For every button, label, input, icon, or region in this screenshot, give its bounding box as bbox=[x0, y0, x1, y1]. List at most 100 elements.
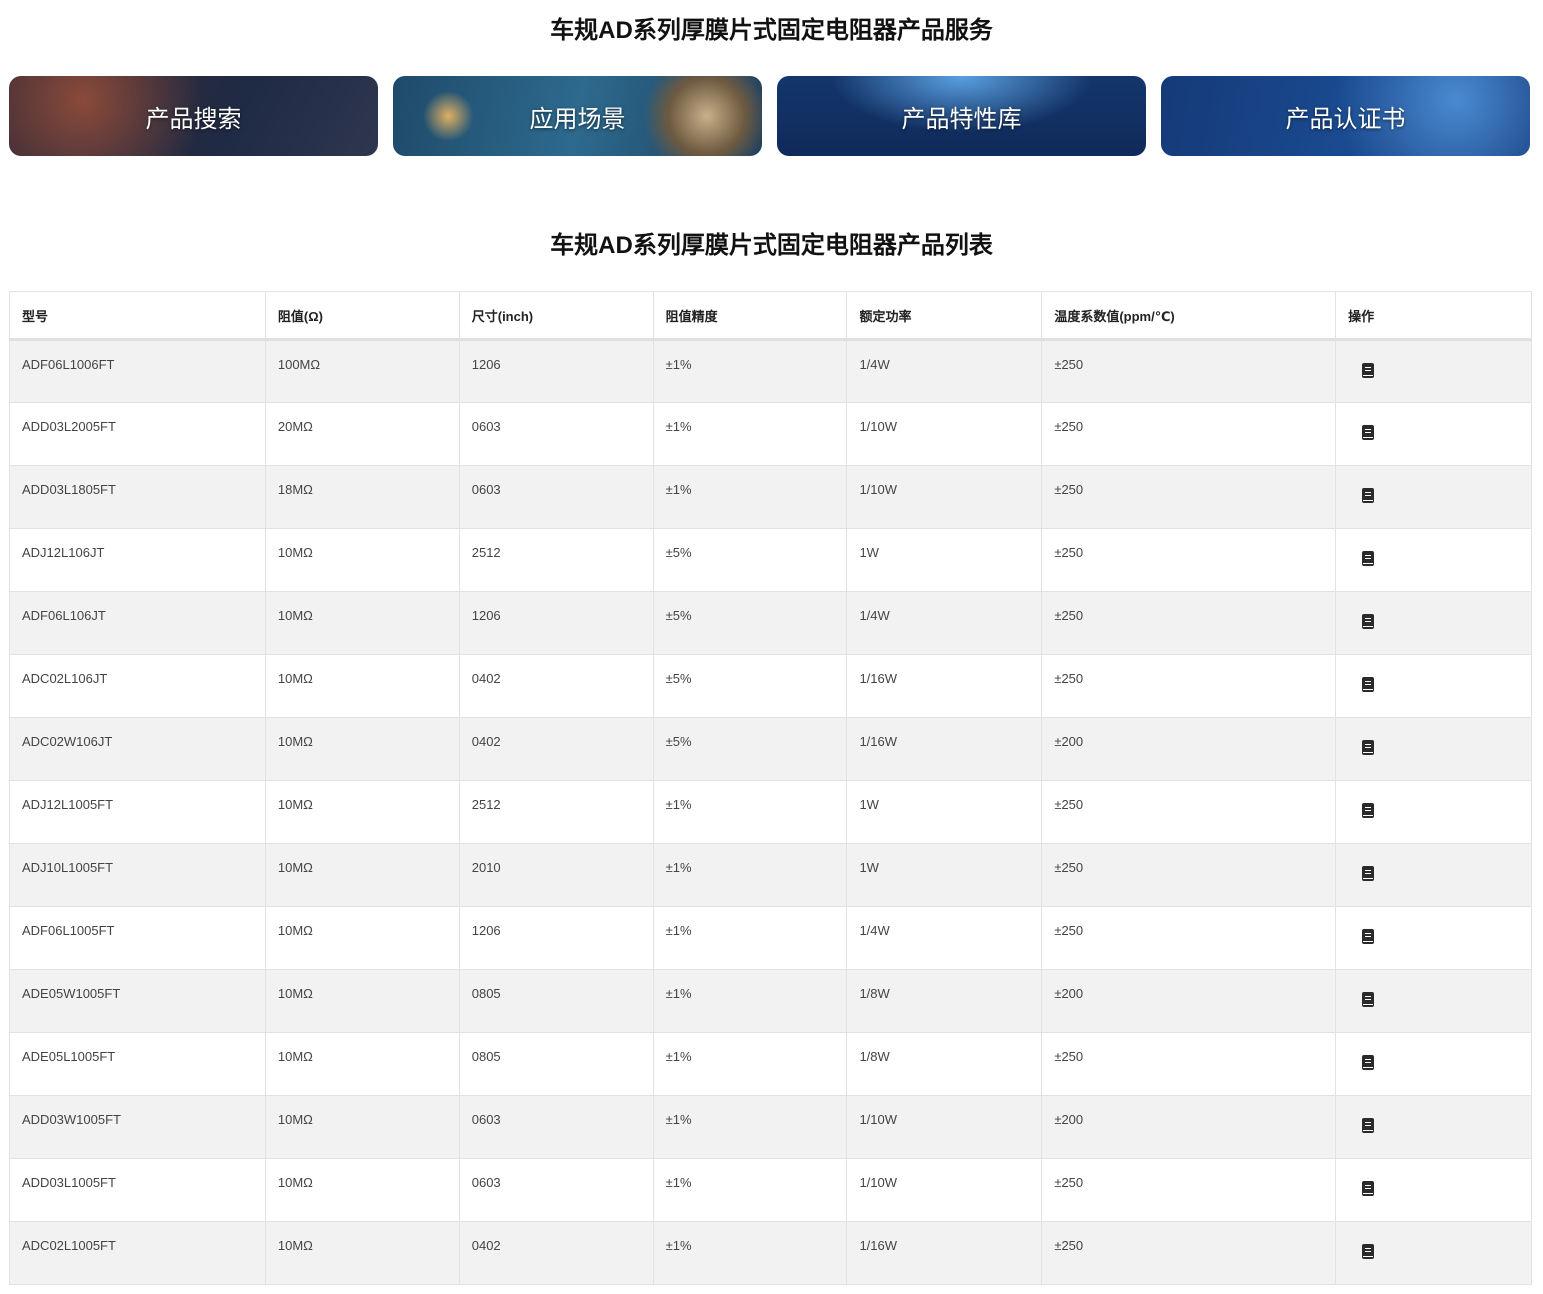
table-cell: 10MΩ bbox=[264, 1158, 460, 1222]
table-header: 型号 阻值(Ω) 尺寸(inch) 阻值精度 额定功率 温度系数值(ppm/℃) 操作 bbox=[9, 291, 1532, 341]
action-cell bbox=[1335, 1158, 1532, 1222]
action-cell bbox=[1335, 465, 1532, 529]
table-cell: 1/10W bbox=[846, 1158, 1043, 1222]
document-icon[interactable] bbox=[1362, 677, 1375, 692]
table-cell: 1/10W bbox=[846, 465, 1043, 529]
action-cell bbox=[1335, 528, 1532, 592]
table-cell: ADC02W106JT bbox=[9, 717, 266, 781]
table-cell: 1/4W bbox=[846, 339, 1043, 403]
table-cell: ADF06L1005FT bbox=[9, 906, 266, 970]
table-cell: 10MΩ bbox=[264, 969, 460, 1033]
table-cell: ±250 bbox=[1041, 465, 1337, 529]
table-cell: 1W bbox=[846, 843, 1043, 907]
table-cell: 1W bbox=[846, 780, 1043, 844]
table-cell: 1/8W bbox=[846, 969, 1043, 1033]
table-cell: ADD03L1005FT bbox=[9, 1158, 266, 1222]
table-row: ADF06L106JT 10MΩ 1206 ±5% 1/4W ±250 bbox=[9, 591, 1532, 655]
table-cell: ±1% bbox=[652, 1221, 848, 1285]
document-icon[interactable] bbox=[1362, 740, 1375, 755]
table-cell: ±1% bbox=[652, 1095, 848, 1159]
table-cell: 1W bbox=[846, 528, 1043, 592]
table-cell: 1/16W bbox=[846, 654, 1043, 718]
document-icon[interactable] bbox=[1362, 363, 1375, 378]
banner-product-certificates[interactable]: 产品认证书 bbox=[1161, 76, 1530, 156]
table-cell: 1/16W bbox=[846, 717, 1043, 781]
product-table: 型号 阻值(Ω) 尺寸(inch) 阻值精度 额定功率 温度系数值(ppm/℃) 操作 AD… bbox=[9, 291, 1532, 1285]
service-title: 车规AD系列厚膜片式固定电阻器产品服务 bbox=[550, 17, 993, 44]
table-cell: 0603 bbox=[458, 1158, 654, 1222]
table-cell: ADF06L106JT bbox=[9, 591, 266, 655]
document-icon[interactable] bbox=[1362, 1181, 1375, 1196]
table-cell: ADD03W1005FT bbox=[9, 1095, 266, 1159]
table-cell: ±1% bbox=[652, 780, 848, 844]
table-cell: ±5% bbox=[652, 717, 848, 781]
table-cell: ±250 bbox=[1041, 528, 1337, 592]
table-row: ADD03L1805FT 18MΩ 0603 ±1% 1/10W ±250 bbox=[9, 465, 1532, 529]
table-cell: ADJ12L1005FT bbox=[9, 780, 266, 844]
banner-product-search[interactable]: 产品搜索 bbox=[9, 76, 378, 156]
table-cell: ADC02L1005FT bbox=[9, 1221, 266, 1285]
table-row: ADC02L106JT 10MΩ 0402 ±5% 1/16W ±250 bbox=[9, 654, 1532, 718]
document-icon[interactable] bbox=[1362, 992, 1375, 1007]
action-cell bbox=[1335, 717, 1532, 781]
action-cell bbox=[1335, 969, 1532, 1033]
table-cell: ±250 bbox=[1041, 1158, 1337, 1222]
table-row: ADF06L1006FT 100MΩ 1206 ±1% 1/4W ±250 bbox=[9, 339, 1532, 403]
table-cell: 0805 bbox=[458, 1032, 654, 1096]
table-cell: ±250 bbox=[1041, 591, 1337, 655]
action-cell bbox=[1335, 339, 1532, 403]
table-cell: 10MΩ bbox=[264, 906, 460, 970]
document-icon[interactable] bbox=[1362, 1244, 1375, 1259]
action-cell bbox=[1335, 1032, 1532, 1096]
service-banners: 产品搜索 应用场景 产品特性库 产品认证书 bbox=[9, 76, 1530, 156]
document-icon[interactable] bbox=[1362, 614, 1375, 629]
table-cell: ±250 bbox=[1041, 1221, 1337, 1285]
document-icon[interactable] bbox=[1362, 866, 1375, 881]
document-icon[interactable] bbox=[1362, 425, 1375, 440]
action-cell bbox=[1335, 402, 1532, 466]
column-header: 阻值(Ω) bbox=[264, 291, 460, 341]
banner-application-scenarios[interactable]: 应用场景 bbox=[393, 76, 762, 156]
table-cell: 1/4W bbox=[846, 591, 1043, 655]
banner-product-characteristics[interactable]: 产品特性库 bbox=[777, 76, 1146, 156]
table-cell: 2512 bbox=[458, 780, 654, 844]
table-cell: 10MΩ bbox=[264, 528, 460, 592]
table-cell: 2512 bbox=[458, 528, 654, 592]
table-cell: 10MΩ bbox=[264, 1221, 460, 1285]
table-cell: 1206 bbox=[458, 591, 654, 655]
document-icon[interactable] bbox=[1362, 929, 1375, 944]
column-header: 型号 bbox=[9, 291, 266, 341]
table-cell: 10MΩ bbox=[264, 843, 460, 907]
table-cell: ±5% bbox=[652, 528, 848, 592]
table-cell: 0402 bbox=[458, 717, 654, 781]
table-cell: ADJ10L1005FT bbox=[9, 843, 266, 907]
document-icon[interactable] bbox=[1362, 803, 1375, 818]
table-cell: ADD03L2005FT bbox=[9, 402, 266, 466]
document-icon[interactable] bbox=[1362, 1118, 1375, 1133]
table-cell: ±1% bbox=[652, 843, 848, 907]
table-cell: 1/10W bbox=[846, 402, 1043, 466]
table-cell: ADJ12L106JT bbox=[9, 528, 266, 592]
table-cell: 10MΩ bbox=[264, 1032, 460, 1096]
table-cell: ADE05L1005FT bbox=[9, 1032, 266, 1096]
table-cell: ADD03L1805FT bbox=[9, 465, 266, 529]
table-cell: 0603 bbox=[458, 465, 654, 529]
document-icon[interactable] bbox=[1362, 1055, 1375, 1070]
table-cell: ±250 bbox=[1041, 1032, 1337, 1096]
table-cell: ±1% bbox=[652, 1158, 848, 1222]
document-icon[interactable] bbox=[1362, 488, 1375, 503]
table-cell: 10MΩ bbox=[264, 717, 460, 781]
table-row: ADD03W1005FT 10MΩ 0603 ±1% 1/10W ±200 bbox=[9, 1095, 1532, 1159]
table-cell: ±1% bbox=[652, 465, 848, 529]
table-row: ADE05W1005FT 10MΩ 0805 ±1% 1/8W ±200 bbox=[9, 969, 1532, 1033]
table-row: ADJ12L106JT 10MΩ 2512 ±5% 1W ±250 bbox=[9, 528, 1532, 592]
table-cell: 0402 bbox=[458, 654, 654, 718]
column-header: 阻值精度 bbox=[652, 291, 848, 341]
table-cell: ±1% bbox=[652, 906, 848, 970]
table-cell: ADF06L1006FT bbox=[9, 339, 266, 403]
table-row: ADC02W106JT 10MΩ 0402 ±5% 1/16W ±200 bbox=[9, 717, 1532, 781]
table-cell: ±250 bbox=[1041, 654, 1337, 718]
document-icon[interactable] bbox=[1362, 551, 1375, 566]
table-row: ADJ10L1005FT 10MΩ 2010 ±1% 1W ±250 bbox=[9, 843, 1532, 907]
table-cell: 1206 bbox=[458, 906, 654, 970]
